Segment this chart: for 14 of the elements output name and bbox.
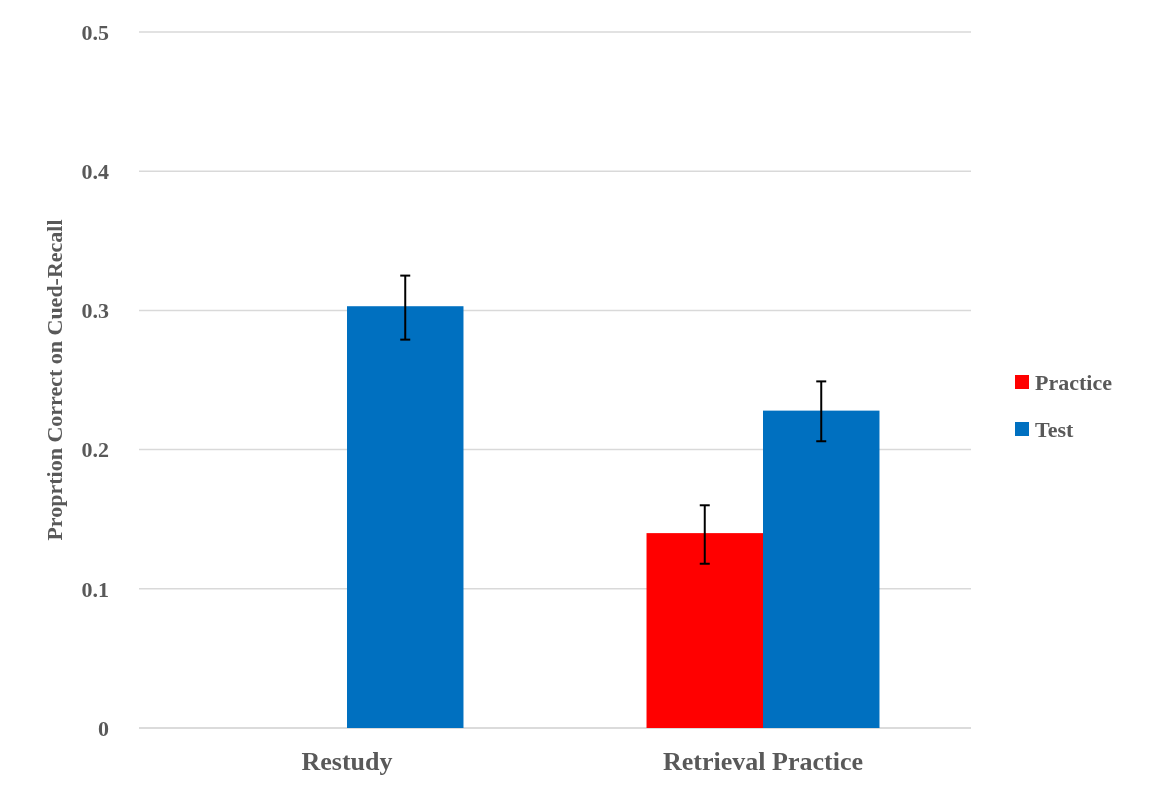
y-axis-title: Proprtion Correct on Cued-Recall bbox=[42, 219, 67, 541]
y-tick-label: 0.2 bbox=[81, 437, 109, 463]
bar bbox=[347, 306, 464, 728]
y-tick-label: 0.4 bbox=[81, 158, 109, 184]
bar bbox=[646, 533, 763, 728]
bar bbox=[763, 410, 880, 728]
y-tick-label: 0 bbox=[98, 715, 109, 741]
x-tick-label: Restudy bbox=[301, 747, 393, 776]
y-tick-label: 0.5 bbox=[81, 19, 109, 45]
x-tick-label: Retrieval Practice bbox=[663, 747, 863, 776]
y-tick-label: 0.3 bbox=[81, 298, 109, 324]
legend-label: Test bbox=[1035, 416, 1074, 442]
legend-label: Practice bbox=[1035, 369, 1113, 395]
y-tick-label: 0.1 bbox=[81, 576, 109, 602]
